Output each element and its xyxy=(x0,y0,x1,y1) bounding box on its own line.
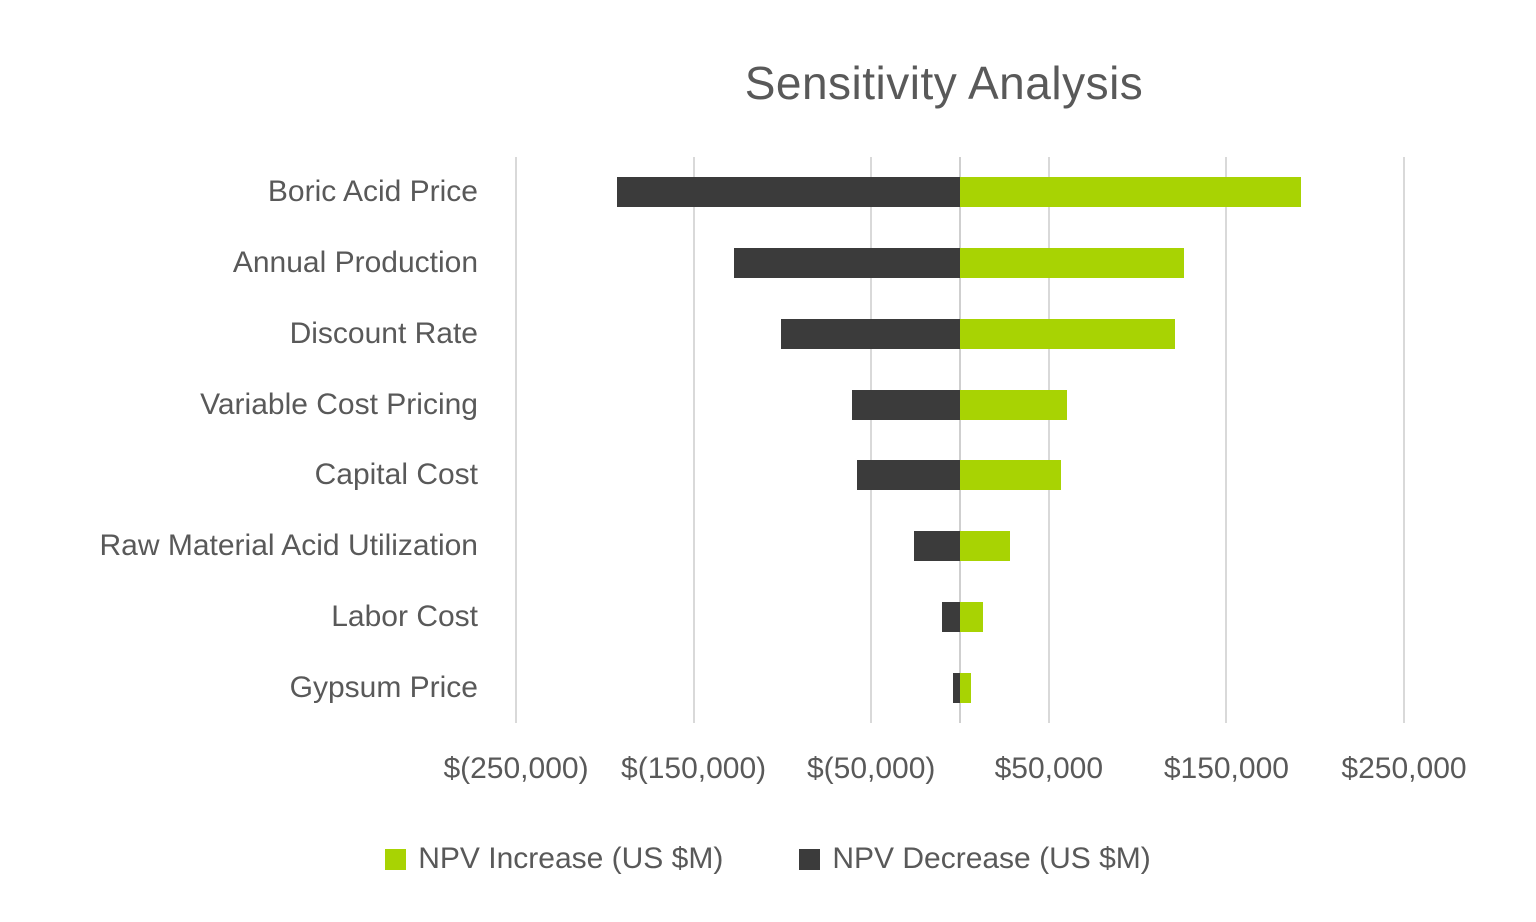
legend-label-npv-increase: NPV Increase (US $M) xyxy=(418,842,724,875)
npv-decrease-bar xyxy=(856,460,960,491)
x-tick-label: $50,000 xyxy=(994,752,1104,785)
legend-item-npv-decrease: NPV Decrease (US $M) xyxy=(799,842,1151,876)
x-tick-label: $(50,000) xyxy=(806,752,936,785)
gridline xyxy=(692,157,695,723)
npv-increase-bar xyxy=(960,460,1062,491)
npv-increase-bar xyxy=(960,389,1067,420)
category-label: Gypsum Price xyxy=(289,670,478,704)
category-label: Capital Cost xyxy=(314,458,478,492)
x-tick-label: $150,000 xyxy=(1163,752,1289,785)
gridline xyxy=(870,157,873,723)
npv-increase-bar xyxy=(960,601,984,632)
legend: NPV Increase (US $M) NPV Decrease (US $M… xyxy=(0,842,1536,876)
category-label: Raw Material Acid Utilization xyxy=(99,529,478,563)
npv-increase-bar xyxy=(960,248,1184,279)
x-tick-label: $(150,000) xyxy=(621,752,767,785)
npv-increase-bar xyxy=(960,531,1010,562)
legend-label-npv-decrease: NPV Decrease (US $M) xyxy=(832,842,1151,875)
npv-increase-bar xyxy=(960,672,971,703)
npv-decrease-bar xyxy=(913,531,960,562)
gridline xyxy=(1225,157,1228,723)
gridline xyxy=(1047,157,1050,723)
chart-title: Sensitivity Analysis xyxy=(744,57,1144,109)
npv-decrease-bar xyxy=(952,672,960,703)
x-tick-label: $250,000 xyxy=(1341,752,1467,785)
x-tick-label: $(250,000) xyxy=(443,752,589,785)
category-label: Variable Cost Pricing xyxy=(200,387,478,421)
category-label: Discount Rate xyxy=(289,316,478,350)
legend-item-npv-increase: NPV Increase (US $M) xyxy=(385,842,723,876)
npv-decrease-bar xyxy=(734,248,960,279)
npv-decrease-bar xyxy=(851,389,960,420)
gridline xyxy=(515,157,517,723)
npv-decrease-bar xyxy=(617,177,960,208)
npv-decrease-bar xyxy=(942,601,960,632)
npv-increase-bar xyxy=(960,177,1301,208)
gridline xyxy=(1403,157,1405,723)
npv-decrease-swatch xyxy=(799,848,821,870)
category-label: Labor Cost xyxy=(331,599,478,633)
npv-decrease-bar xyxy=(780,318,960,349)
category-label: Boric Acid Price xyxy=(267,175,478,209)
npv-increase-bar xyxy=(960,318,1175,349)
category-label: Annual Production xyxy=(232,246,478,280)
npv-increase-swatch xyxy=(385,848,407,870)
zero-axis-line xyxy=(959,157,961,723)
